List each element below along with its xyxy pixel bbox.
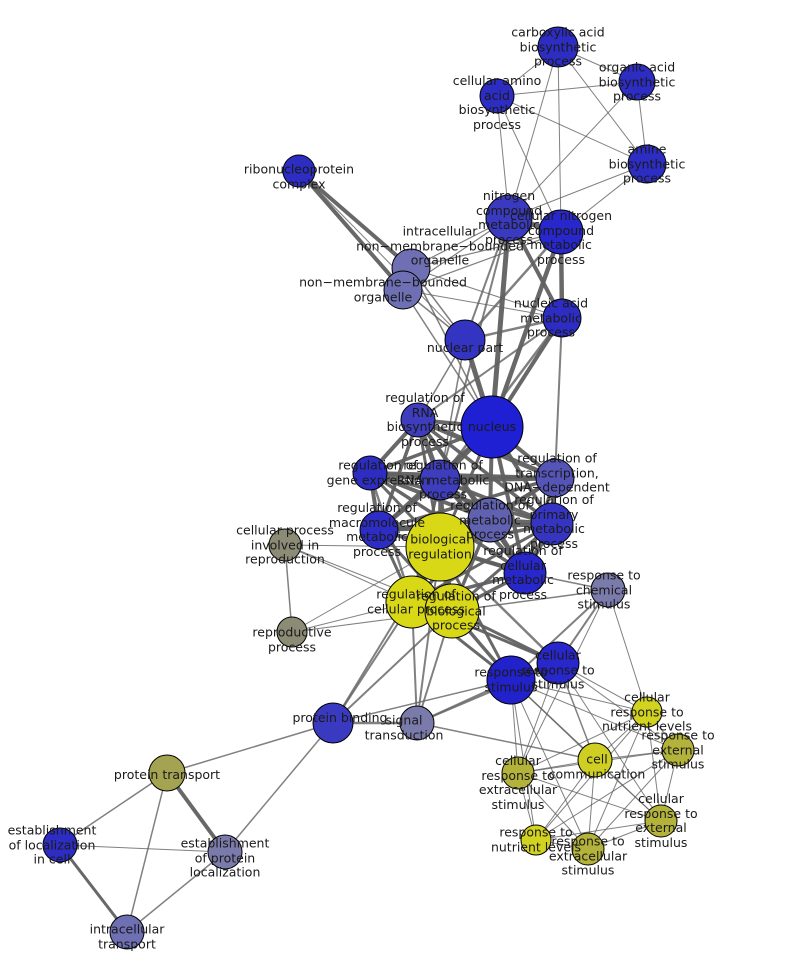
graph-node-carboxylic_acid_biosynthetic_process[interactable]	[537, 26, 579, 68]
graph-edge	[369, 471, 553, 526]
graph-node-regulation_of_gene_expression[interactable]	[352, 455, 388, 491]
graph-edge	[508, 46, 559, 219]
graph-node-regulation_of_transcription_dna_dependent[interactable]	[535, 458, 575, 498]
graph-edge	[464, 231, 562, 341]
graph-node-regulation_of_rna_biosynthetic_process[interactable]	[400, 402, 436, 438]
graph-node-response_to_extracellular_stimulus[interactable]	[571, 832, 605, 866]
graph-edge	[416, 418, 554, 526]
graph-edge	[58, 844, 129, 933]
graph-edge	[410, 231, 562, 269]
graph-edge	[496, 95, 648, 165]
graph-edge	[554, 317, 563, 479]
graph-node-regulation_of_macromolecule_metabolic_process[interactable]	[359, 510, 399, 550]
graph-edge	[510, 679, 589, 850]
graph-edge	[535, 749, 679, 841]
graph-node-cellular_response_to_external_stimulus[interactable]	[644, 804, 678, 838]
graph-edge	[402, 289, 563, 319]
graph-node-establishment_of_protein_localization[interactable]	[207, 834, 243, 870]
graph-node-protein_transport[interactable]	[148, 754, 186, 792]
graph-node-response_to_external_stimulus[interactable]	[661, 733, 695, 767]
graph-edge	[298, 170, 466, 341]
graph-edge	[416, 722, 596, 761]
graph-node-signal_transduction[interactable]	[399, 705, 435, 741]
graph-node-regulation_of_biological_process[interactable]	[424, 583, 480, 639]
graph-edge	[517, 711, 648, 774]
graph-node-cellular_amino_acid_biosynthetic_process[interactable]	[479, 78, 515, 114]
graph-edge	[410, 267, 563, 319]
graph-edge	[59, 772, 168, 846]
graph-node-regulation_of_cellular_metabolic_process[interactable]	[503, 551, 547, 595]
graph-node-cellular_nitrogen_compound_metabolic_process[interactable]	[538, 209, 584, 255]
graph-node-biological_regulation[interactable]	[405, 512, 475, 582]
graph-edge	[332, 679, 512, 724]
graph-edge	[557, 46, 562, 233]
graph-node-non_membrane_bounded_organelle[interactable]	[383, 270, 423, 310]
graph-node-response_to_stimulus[interactable]	[486, 655, 536, 705]
graph-edge	[297, 169, 413, 270]
graph-node-cell_communication[interactable]	[577, 742, 613, 778]
graph-node-regulation_of_metabolic_process[interactable]	[467, 497, 513, 543]
graph-edge	[496, 95, 562, 233]
graph-node-regulation_of_rna_metabolic_process[interactable]	[419, 459, 461, 501]
graph-edge	[378, 476, 556, 532]
graph-edge	[126, 851, 226, 933]
graph-node-nucleus[interactable]	[460, 395, 524, 459]
graph-edge	[224, 722, 334, 853]
nodes-layer	[42, 26, 695, 950]
graph-node-nucleic_acid_metabolic_process[interactable]	[542, 298, 582, 338]
graph-edge	[297, 169, 405, 292]
graph-edge	[417, 317, 563, 421]
graph-node-reproductive_process[interactable]	[276, 616, 308, 648]
graph-edge	[646, 711, 662, 822]
graph-edge	[369, 471, 556, 480]
graph-edge	[557, 662, 662, 822]
graph-edge	[496, 81, 638, 97]
graph-edge	[126, 772, 168, 933]
graph-edge	[59, 844, 226, 853]
graph-node-cellular_response_to_extracellular_stimulus[interactable]	[501, 756, 535, 790]
graph-edge	[508, 163, 648, 219]
graph-edge	[402, 231, 562, 291]
graph-edge	[508, 81, 638, 219]
graph-node-response_to_chemical_stimulus[interactable]	[590, 572, 626, 608]
graph-edge	[557, 46, 648, 165]
graph-node-nuclear_part[interactable]	[444, 319, 486, 361]
graph-node-ribonucleoprotein_complex[interactable]	[282, 154, 316, 188]
graph-node-amine_biosynthetic_process[interactable]	[627, 144, 667, 184]
graph-node-cellular_process_involved_in_reproduction[interactable]	[268, 528, 302, 562]
graph-edge	[557, 662, 679, 751]
graph-edge	[535, 820, 662, 841]
graph-edge	[517, 772, 662, 822]
graph-node-cellular_response_to_nutrient_levels[interactable]	[631, 696, 663, 728]
graph-edge	[166, 722, 334, 774]
graph-node-intracellular_transport[interactable]	[109, 914, 145, 950]
graph-edge	[517, 772, 589, 850]
graph-node-cellular_response_to_stimulus[interactable]	[536, 641, 580, 685]
graph-node-establishment_of_localization_in_cell[interactable]	[42, 827, 78, 863]
graph-node-regulation_of_primary_metabolic_process[interactable]	[530, 502, 574, 546]
graph-node-nitrogen_compound_metabolic_process[interactable]	[485, 194, 533, 242]
graph-node-response_to_nutrient_levels[interactable]	[520, 824, 552, 856]
graph-edge	[489, 217, 512, 428]
graph-edge	[416, 662, 559, 724]
graph-node-organic_acid_biosynthetic_process[interactable]	[618, 63, 656, 101]
graph-edge	[587, 749, 679, 850]
graph-node-protein_binding[interactable]	[312, 702, 354, 744]
graph-edge	[607, 589, 648, 713]
